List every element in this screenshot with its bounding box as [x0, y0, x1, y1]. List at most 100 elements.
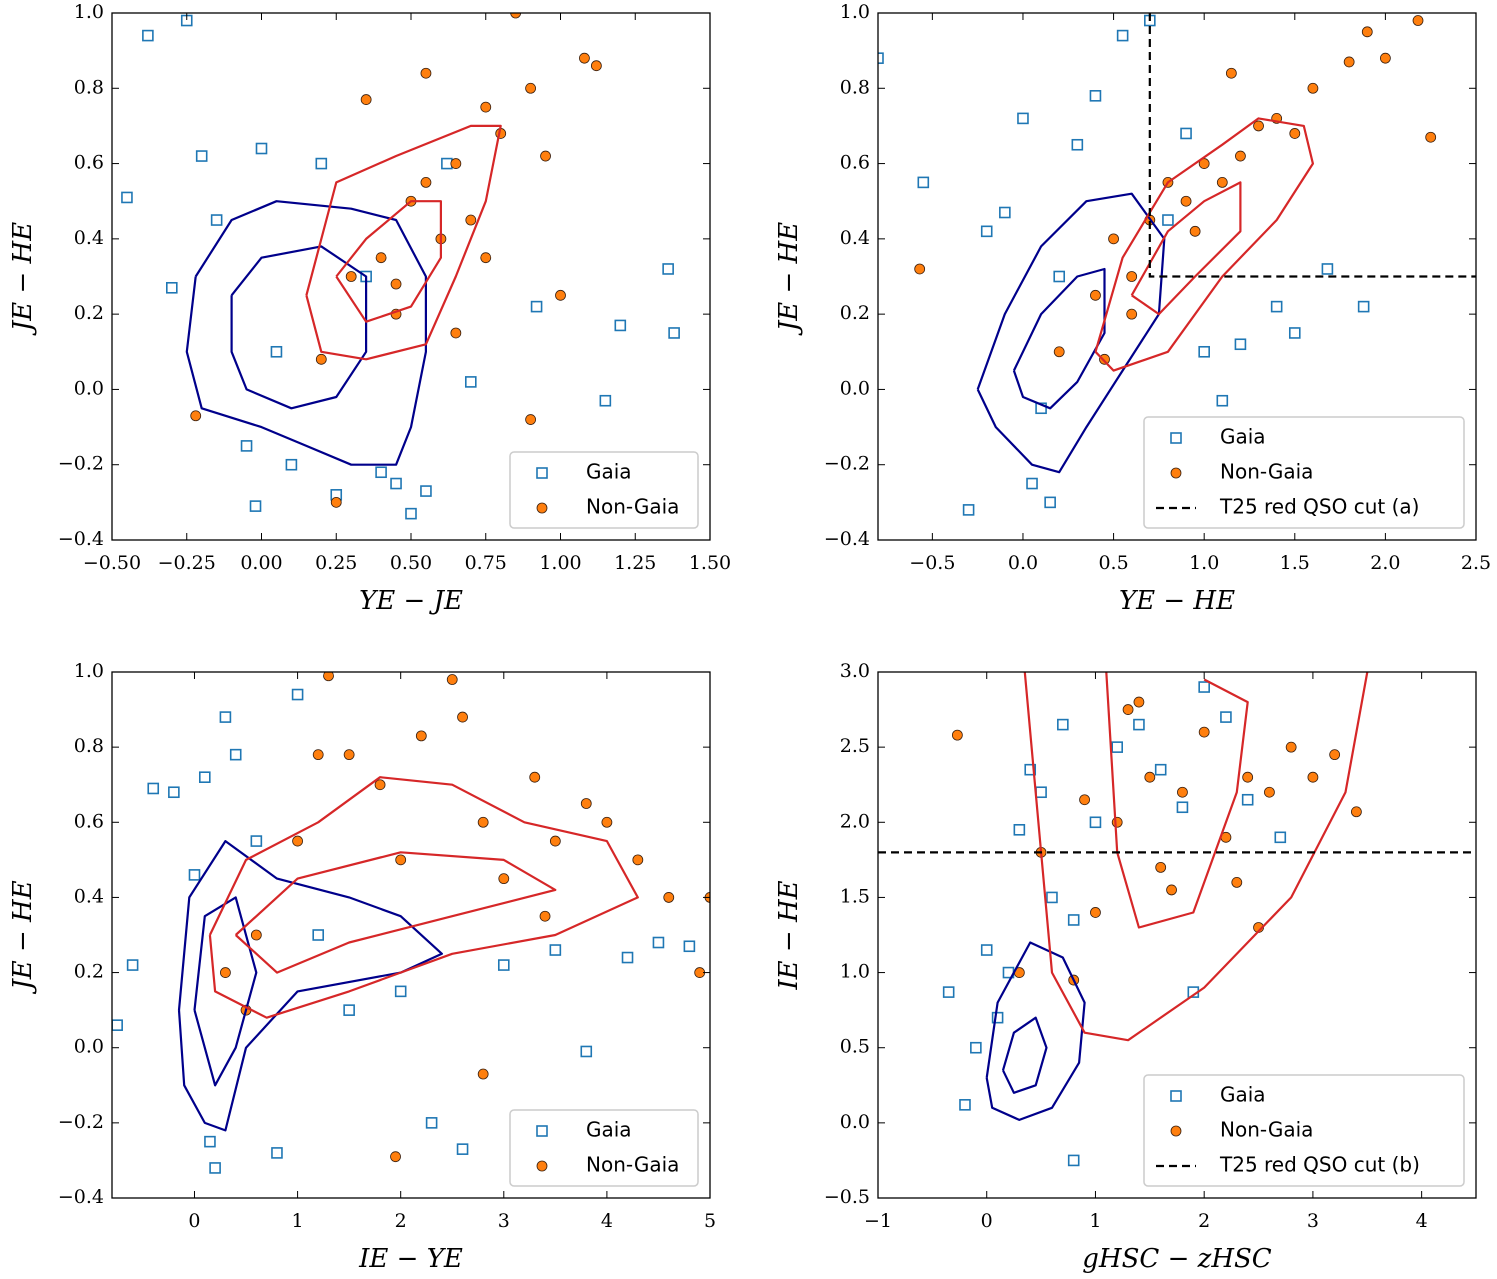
non-gaia-point — [1216, 176, 1228, 188]
non-gaia-point — [415, 730, 427, 742]
non-gaia-point — [510, 13, 522, 19]
non-gaia-point — [1126, 271, 1138, 282]
gaia-point — [441, 157, 453, 170]
contour — [230, 245, 368, 410]
legend-swatch — [1170, 1090, 1182, 1102]
gaia-point — [1053, 270, 1066, 283]
non-gaia-point — [1264, 786, 1275, 798]
gaia-point — [255, 142, 268, 155]
non-gaia-point — [951, 729, 963, 741]
y-tick-label: 0.0 — [74, 1036, 104, 1058]
legend-swatch — [1170, 467, 1182, 479]
gaia-point — [195, 150, 208, 162]
gaia-point — [1241, 793, 1254, 806]
legend-label: Gaia — [586, 460, 632, 484]
non-gaia-point — [1289, 128, 1301, 139]
gaia-point — [1180, 127, 1192, 140]
gaia-point — [343, 1004, 355, 1016]
gaia-point — [980, 944, 993, 956]
gaia-point — [1357, 300, 1370, 313]
gaia-point — [1162, 214, 1174, 226]
legend-box — [509, 451, 699, 529]
legend-label: Gaia — [1220, 425, 1266, 449]
gaia-point — [1154, 763, 1167, 776]
contour — [1130, 181, 1242, 316]
x-tick-label: 5 — [704, 1210, 716, 1232]
non-gaia-point — [1379, 52, 1391, 64]
gaia-point — [599, 394, 612, 407]
non-gaia-point — [529, 771, 541, 783]
y-axis-label: JE − HE — [8, 222, 38, 336]
gaia-point — [962, 504, 975, 516]
gaia-point — [121, 191, 133, 204]
gaia-point — [291, 688, 304, 701]
x-axis-label: gHSC − zHSC — [1082, 1244, 1272, 1274]
y-tick-label: 0.4 — [74, 227, 104, 249]
gaia-point — [621, 951, 634, 964]
x-tick-label: 4 — [601, 1210, 613, 1232]
non-gaia-point — [1189, 225, 1201, 237]
gaia-point — [425, 1117, 438, 1129]
plot-area — [878, 13, 1476, 516]
gaia-point — [405, 507, 417, 520]
gaia-point — [878, 52, 884, 64]
non-gaia-point — [1126, 308, 1138, 320]
gaia-point — [1234, 338, 1247, 351]
y-tick-label: 0.2 — [74, 302, 104, 324]
gaia-point — [662, 263, 674, 275]
y-tick-label: 0.0 — [840, 1111, 870, 1133]
gaia-point — [1111, 741, 1123, 753]
non-gaia-point — [1155, 861, 1167, 873]
contour — [985, 941, 1086, 1121]
gaia-point — [1067, 1154, 1080, 1167]
non-gaia-point — [395, 854, 407, 866]
y-tick-label: 0.2 — [840, 302, 870, 324]
non-gaia-point — [1235, 150, 1246, 162]
x-tick-label: 0 — [981, 1210, 993, 1232]
y-tick-label: 0.8 — [840, 76, 870, 98]
y-tick-label: 0.8 — [74, 76, 104, 98]
y-tick-label: 0.6 — [74, 152, 104, 174]
plot-area — [121, 13, 680, 520]
x-tick-label: 3 — [1307, 1210, 1319, 1232]
x-tick-label: −1 — [864, 1210, 892, 1232]
legend-label: T25 red QSO cut (b) — [1219, 1153, 1420, 1177]
y-tick-label: −0.5 — [824, 1186, 870, 1208]
axes-frame — [877, 671, 1477, 1199]
axes-frame — [877, 12, 1477, 541]
non-gaia-point — [1180, 195, 1192, 207]
gaia-point — [271, 1147, 283, 1159]
non-gaia-point — [1090, 289, 1101, 301]
contour — [234, 851, 557, 974]
gaia-point — [580, 1045, 593, 1058]
y-tick-label: 3.0 — [840, 660, 870, 682]
y-tick-label: 0.0 — [840, 377, 870, 399]
non-gaia-point — [360, 94, 372, 105]
panel: 0 1 2 3 4 5 −0.4 −0.2 0.0 0.2 0.4 0.6 0.8 1.0 IE − YE J… — [8, 660, 716, 1274]
gaia-point — [530, 300, 543, 313]
legend-swatch — [536, 1125, 548, 1137]
non-gaia-point — [1198, 726, 1210, 738]
gaia-point — [420, 485, 432, 497]
non-gaia-point — [420, 67, 432, 79]
gaia-point — [668, 327, 680, 339]
non-gaia-point — [480, 252, 492, 264]
y-tick-label: 2.5 — [840, 735, 870, 757]
non-gaia-point — [1329, 749, 1341, 761]
gaia-point — [1046, 891, 1058, 904]
non-gaia-point — [1090, 907, 1101, 918]
non-gaia-point — [1079, 794, 1090, 806]
non-gaia-point — [374, 779, 386, 791]
contour — [208, 776, 639, 1019]
legend-box — [1143, 1074, 1465, 1187]
gaia-point — [652, 936, 665, 949]
gaia-point — [394, 985, 407, 998]
non-gaia-point — [1225, 67, 1237, 79]
non-gaia-point — [1425, 131, 1437, 143]
gaia-point — [1133, 718, 1145, 731]
non-gaia-point — [525, 82, 536, 94]
gaia-point — [1270, 300, 1283, 313]
legend-box — [1143, 416, 1465, 529]
y-axis-label: JE − HE — [8, 880, 38, 994]
